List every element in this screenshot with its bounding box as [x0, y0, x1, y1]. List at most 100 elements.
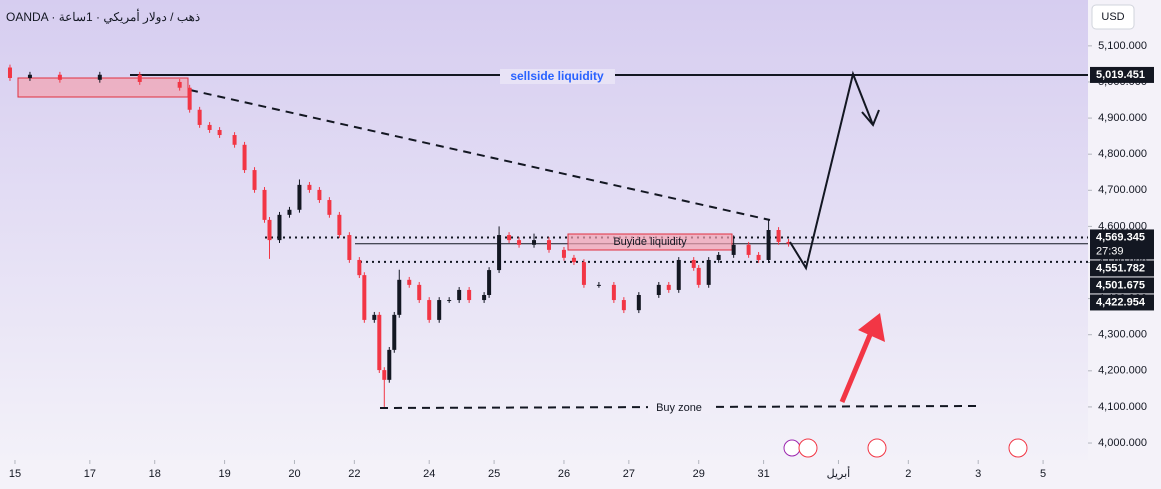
symbol-header: OANDA · ذهب / دولار أمريكي · 1ساعة	[6, 9, 200, 24]
candle-body	[417, 284, 422, 301]
candle-body	[317, 189, 322, 201]
x-tick-label: 29	[693, 468, 705, 480]
candle-body	[262, 189, 267, 220]
sellside-zone	[17, 77, 189, 98]
candle-body	[347, 235, 352, 260]
candle-body	[392, 314, 397, 350]
candle-body	[137, 74, 142, 82]
x-tick-label: 26	[558, 468, 570, 480]
candle-body	[696, 267, 701, 285]
candle-body	[177, 81, 182, 88]
candle-body	[307, 184, 312, 190]
price-badge	[1090, 229, 1154, 260]
candle-body	[372, 314, 377, 320]
event-icons	[783, 438, 1028, 458]
candle-body	[776, 230, 781, 242]
candle-body	[487, 270, 492, 295]
candle-body	[716, 254, 721, 260]
x-tick-label: 24	[423, 468, 435, 480]
candle-body	[621, 300, 626, 311]
label-bg	[500, 69, 615, 84]
candle-body	[706, 259, 711, 285]
candle-body	[611, 284, 616, 301]
candle-body	[596, 284, 601, 286]
candle-body	[427, 300, 432, 320]
trendline	[189, 89, 771, 221]
candle-body	[382, 370, 387, 380]
candle-body	[252, 170, 257, 190]
event-icon[interactable]	[783, 439, 801, 457]
candle-body	[691, 259, 696, 268]
candle-body	[287, 209, 292, 215]
projection-arrow	[789, 70, 874, 271]
candle-body	[581, 262, 586, 285]
candle-body	[746, 244, 751, 255]
candle-body	[217, 129, 222, 136]
candle-body	[57, 74, 62, 80]
candle-body	[756, 254, 761, 260]
price-badge	[1090, 66, 1154, 83]
x-tick-label: 27	[623, 468, 635, 480]
x-tick-label: 18	[149, 468, 161, 480]
currency-button[interactable]	[1091, 4, 1135, 30]
candle-body	[636, 294, 641, 311]
candle-body	[482, 294, 487, 301]
buy-zone-label: Buy zone	[656, 402, 702, 414]
y-tick-label: 4,700.000	[1098, 184, 1147, 196]
x-tick-label: أبريل	[827, 466, 851, 480]
x-tick-label: 2	[905, 468, 911, 480]
candle-body	[242, 144, 247, 171]
buy-arrow-head	[858, 313, 885, 342]
event-icon[interactable]	[867, 438, 887, 458]
buy-arrow	[839, 329, 875, 403]
sellside-label: sellside liquidity	[510, 69, 604, 83]
candle-body	[397, 279, 402, 315]
candle-body	[561, 249, 566, 258]
candle-body	[297, 184, 302, 210]
candle-body	[517, 240, 522, 245]
candle-body	[387, 349, 392, 380]
candle-body	[666, 284, 671, 290]
x-tick-label: 3	[975, 468, 981, 480]
buyside-zone	[567, 233, 733, 251]
candle-body	[207, 124, 212, 130]
candle-body	[731, 244, 736, 255]
candle-body	[676, 259, 681, 290]
candle-body	[447, 300, 452, 302]
price-badge-label: 5,019.451	[1096, 69, 1145, 81]
candle-body	[546, 240, 551, 250]
candle-body	[656, 284, 661, 295]
candle-body	[97, 74, 102, 80]
price-badge	[1090, 260, 1154, 277]
candle-body	[437, 300, 442, 320]
x-tick-label: 25	[488, 468, 500, 480]
price-badge	[1090, 277, 1154, 294]
candle-body	[786, 241, 791, 244]
event-icon[interactable]	[798, 438, 818, 458]
candle-body	[232, 135, 237, 145]
y-tick-label: 4,200.000	[1098, 365, 1147, 377]
candle-body	[457, 289, 462, 301]
y-tick-label: 4,000.000	[1098, 437, 1147, 449]
x-tick-label: 5	[1040, 468, 1046, 480]
buyside-label: Buyide liquidity	[613, 236, 687, 248]
event-icon[interactable]	[1008, 438, 1028, 458]
price-badge-label: 4,501.675	[1096, 279, 1145, 291]
candle-body	[532, 240, 537, 245]
candle-body	[407, 279, 412, 285]
y-tick-label: 4,300.000	[1098, 329, 1147, 341]
candle-body	[197, 109, 202, 125]
candle-body	[571, 257, 576, 263]
x-tick-label: 19	[218, 468, 230, 480]
x-tick-label: 22	[348, 468, 360, 480]
candle-body	[267, 219, 272, 241]
y-tick-label: 4,800.000	[1098, 148, 1147, 160]
candle-body	[362, 275, 367, 320]
candle-body	[27, 74, 32, 78]
x-tick-label: 15	[9, 468, 21, 480]
candle-body	[7, 67, 12, 78]
candle-body	[337, 214, 342, 236]
price-badge-label: 4,569.345	[1096, 231, 1145, 243]
currency-label[interactable]: USD	[1101, 11, 1124, 23]
label-bg	[648, 400, 710, 414]
